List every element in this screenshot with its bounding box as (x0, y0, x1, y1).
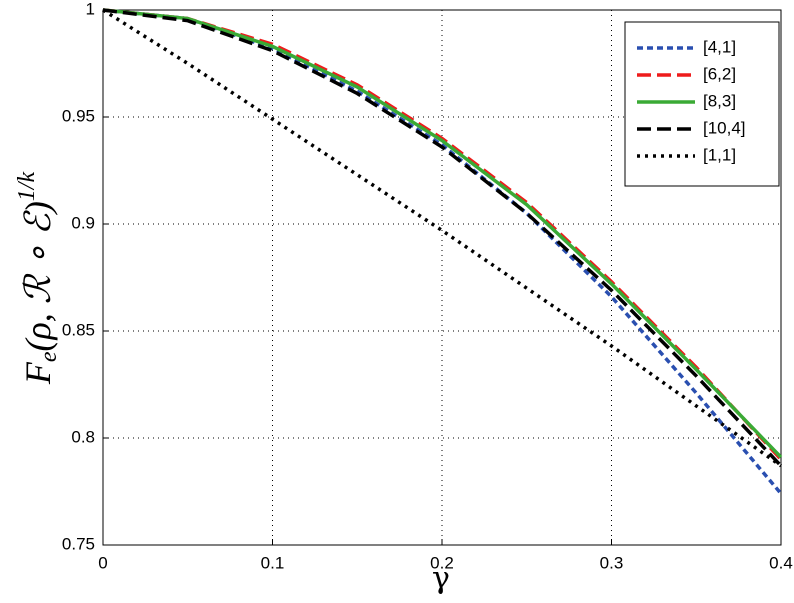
x-tick-label: 0.1 (261, 553, 285, 572)
plot-frame (102, 9, 782, 546)
line-series (102, 8, 783, 459)
x-tick-label: 0.2 (430, 553, 454, 572)
y-tick-label: 0.85 (62, 320, 95, 339)
line-series (102, 8, 783, 468)
y-label-sup: 1/k (14, 172, 40, 202)
x-tick-label: 0.3 (600, 553, 624, 572)
y-tick-label: 0.9 (71, 213, 95, 232)
x-tick-label: 0 (98, 553, 107, 572)
y-tick-label: 1 (86, 0, 95, 18)
x-tick-label: 0.4 (769, 553, 793, 572)
y-label-main: (ρ, ℛ ∘ ℰ) (18, 201, 58, 351)
legend-label: [4,1] (703, 37, 736, 56)
y-axis-label: Fe(ρ, ℛ ∘ ℰ)1/k (14, 172, 62, 386)
legend-label: [1,1] (703, 145, 736, 164)
legend-label: [6,2] (703, 64, 736, 83)
x-axis-label: γ (432, 561, 450, 596)
y-label-sub: e (36, 351, 62, 362)
y-tick-label: 0.8 (71, 427, 95, 446)
y-label-base: F (18, 361, 58, 385)
y-tick-label: 0.95 (62, 106, 95, 125)
legend-label: [8,3] (703, 91, 736, 110)
legend-label: [10,4] (703, 118, 746, 137)
y-tick-label: 0.75 (62, 534, 95, 553)
